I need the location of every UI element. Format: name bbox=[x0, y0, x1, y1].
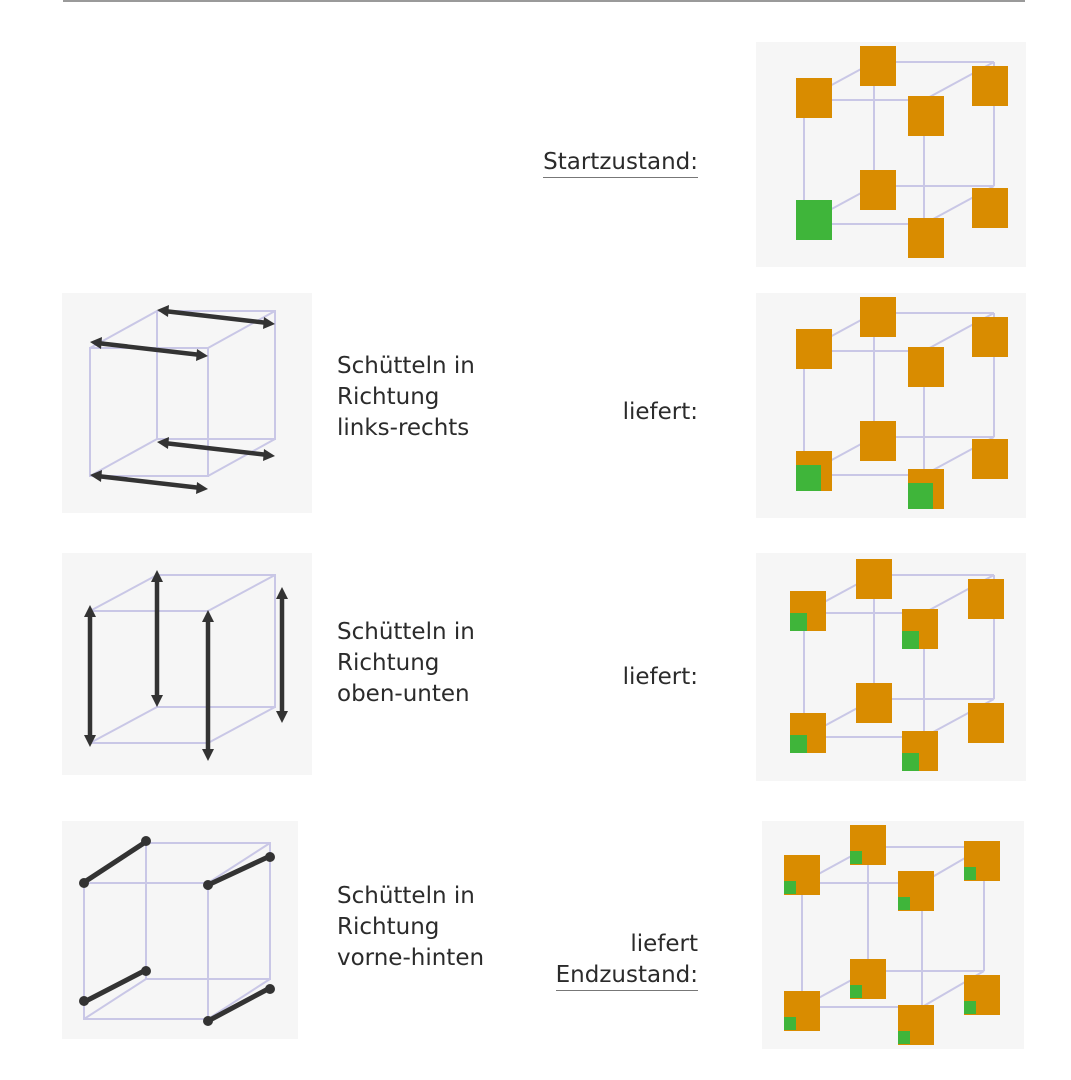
action-line-3: vorne-hinten bbox=[337, 945, 485, 971]
action-label-vorne-hinten: Schütteln in Richtung vorne-hinten bbox=[337, 881, 484, 974]
action-panel-oben-unten bbox=[62, 553, 312, 775]
end-state-panel bbox=[762, 821, 1024, 1049]
action-line-1: Schütteln in bbox=[337, 619, 475, 645]
start-state-cube bbox=[796, 46, 1008, 258]
cube-arrows-vorne-hinten bbox=[79, 836, 275, 1026]
liefert-text: liefert: bbox=[622, 664, 698, 690]
result-label-vorne-hinten: liefert Endzustand: bbox=[520, 929, 698, 991]
cube-arrows-oben-unten bbox=[84, 570, 288, 761]
action-line-2: Richtung bbox=[337, 384, 440, 410]
end-state-cube bbox=[784, 825, 1000, 1045]
action-line-1: Schütteln in bbox=[337, 353, 475, 379]
action-line-2: Richtung bbox=[337, 650, 440, 676]
action-label-links-rechts: Schütteln in Richtung links-rechts bbox=[337, 351, 475, 444]
action-line-2: Richtung bbox=[337, 914, 440, 940]
action-line-3: links-rechts bbox=[337, 415, 470, 441]
action-panel-links-rechts bbox=[62, 293, 312, 513]
start-state-panel bbox=[756, 42, 1026, 267]
action-line-1: Schütteln in bbox=[337, 883, 475, 909]
endzustand-text: Endzustand: bbox=[555, 962, 698, 991]
action-panel-vorne-hinten bbox=[62, 821, 298, 1039]
startzustand-text: Startzustand: bbox=[543, 149, 698, 178]
top-rule bbox=[63, 0, 1025, 2]
liefert-text: liefert bbox=[630, 931, 698, 957]
result-panel-oben-unten bbox=[756, 553, 1026, 781]
action-line-3: oben-unten bbox=[337, 681, 470, 707]
liefert-text: liefert: bbox=[622, 399, 698, 425]
cube-arrows-links-rechts bbox=[89, 305, 276, 494]
result-cube-oben-unten bbox=[790, 559, 1004, 771]
result-cube-links-rechts bbox=[796, 297, 1008, 509]
result-label-links-rechts: liefert: bbox=[520, 397, 698, 428]
action-label-oben-unten: Schütteln in Richtung oben-unten bbox=[337, 617, 475, 710]
result-panel-links-rechts bbox=[756, 293, 1026, 518]
result-label-oben-unten: liefert: bbox=[520, 662, 698, 693]
start-result-label: Startzustand: bbox=[520, 147, 698, 178]
